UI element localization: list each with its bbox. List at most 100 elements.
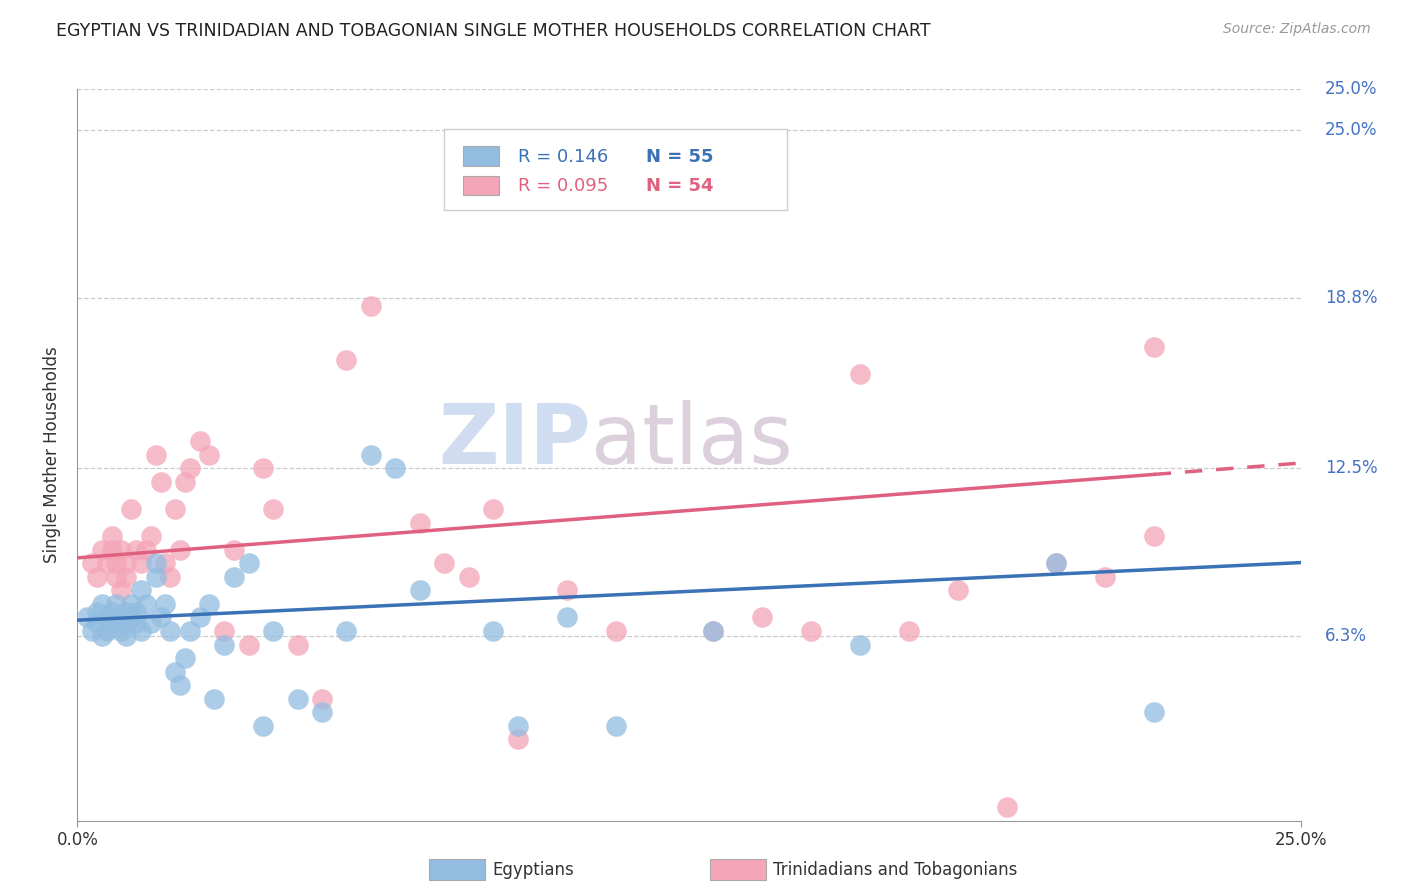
Point — [149, 475, 172, 489]
Point — [1045, 556, 1067, 570]
Point — [202, 691, 225, 706]
Point — [139, 529, 162, 543]
Point — [110, 583, 132, 598]
Point — [287, 691, 309, 706]
Text: R = 0.146: R = 0.146 — [517, 148, 607, 166]
Point — [898, 624, 921, 638]
Point — [252, 461, 274, 475]
Point — [100, 529, 122, 543]
Point — [262, 624, 284, 638]
Point — [125, 615, 148, 630]
Text: 25.0%: 25.0% — [1324, 80, 1378, 98]
Text: atlas: atlas — [591, 400, 793, 481]
Point — [169, 678, 191, 692]
Point — [125, 605, 148, 619]
Y-axis label: Single Mother Households: Single Mother Households — [42, 347, 60, 563]
Point — [115, 629, 138, 643]
Text: N = 55: N = 55 — [647, 148, 714, 166]
Point — [198, 597, 221, 611]
Point — [120, 502, 142, 516]
Point — [1143, 529, 1166, 543]
Point — [120, 597, 142, 611]
Text: Egyptians: Egyptians — [492, 861, 574, 879]
Point — [174, 475, 197, 489]
Point — [100, 615, 122, 630]
Point — [360, 299, 382, 313]
Point — [145, 570, 167, 584]
Point — [80, 624, 103, 638]
Point — [995, 800, 1018, 814]
Point — [311, 691, 333, 706]
Point — [409, 516, 432, 530]
Point — [90, 597, 112, 611]
Point — [110, 624, 132, 638]
Point — [120, 610, 142, 624]
Point — [287, 638, 309, 652]
Point — [212, 624, 235, 638]
Point — [252, 719, 274, 733]
Point — [1143, 340, 1166, 354]
Text: 6.3%: 6.3% — [1324, 627, 1367, 646]
Point — [86, 615, 108, 630]
Point — [155, 597, 177, 611]
Point — [145, 448, 167, 462]
Point — [849, 367, 872, 381]
Bar — [463, 176, 499, 195]
Point — [409, 583, 432, 598]
Point — [100, 605, 122, 619]
Point — [165, 665, 187, 679]
Point — [90, 542, 112, 557]
Text: 25.0%: 25.0% — [1324, 120, 1378, 139]
Point — [702, 624, 724, 638]
Point — [135, 542, 157, 557]
Point — [129, 556, 152, 570]
Point — [222, 542, 245, 557]
Point — [457, 570, 479, 584]
Text: Source: ZipAtlas.com: Source: ZipAtlas.com — [1223, 22, 1371, 37]
Point — [105, 570, 128, 584]
Point — [482, 624, 505, 638]
Point — [80, 556, 103, 570]
Text: EGYPTIAN VS TRINIDADIAN AND TOBAGONIAN SINGLE MOTHER HOUSEHOLDS CORRELATION CHAR: EGYPTIAN VS TRINIDADIAN AND TOBAGONIAN S… — [56, 22, 931, 40]
Point — [751, 610, 773, 624]
Point — [311, 706, 333, 720]
Point — [135, 597, 157, 611]
Point — [86, 570, 108, 584]
Point — [159, 570, 181, 584]
Point — [946, 583, 969, 598]
Point — [179, 624, 201, 638]
Point — [105, 556, 128, 570]
Point — [335, 624, 357, 638]
Text: ZIP: ZIP — [439, 400, 591, 481]
Point — [145, 556, 167, 570]
Point — [125, 542, 148, 557]
Point — [159, 624, 181, 638]
Point — [86, 605, 108, 619]
Point — [139, 615, 162, 630]
Point — [110, 542, 132, 557]
Point — [115, 570, 138, 584]
FancyBboxPatch shape — [444, 129, 787, 210]
Point — [238, 556, 260, 570]
Point — [149, 610, 172, 624]
Point — [335, 353, 357, 368]
Point — [849, 638, 872, 652]
Point — [605, 719, 627, 733]
Bar — [463, 146, 499, 166]
Point — [212, 638, 235, 652]
Point — [222, 570, 245, 584]
Point — [1143, 706, 1166, 720]
Point — [506, 732, 529, 747]
Point — [384, 461, 406, 475]
Point — [482, 502, 505, 516]
Point — [96, 556, 118, 570]
Point — [188, 610, 211, 624]
Point — [90, 629, 112, 643]
Point — [262, 502, 284, 516]
Point — [702, 624, 724, 638]
Point — [605, 624, 627, 638]
Point — [179, 461, 201, 475]
Point — [96, 624, 118, 638]
Text: 18.8%: 18.8% — [1324, 289, 1378, 307]
Point — [555, 583, 578, 598]
